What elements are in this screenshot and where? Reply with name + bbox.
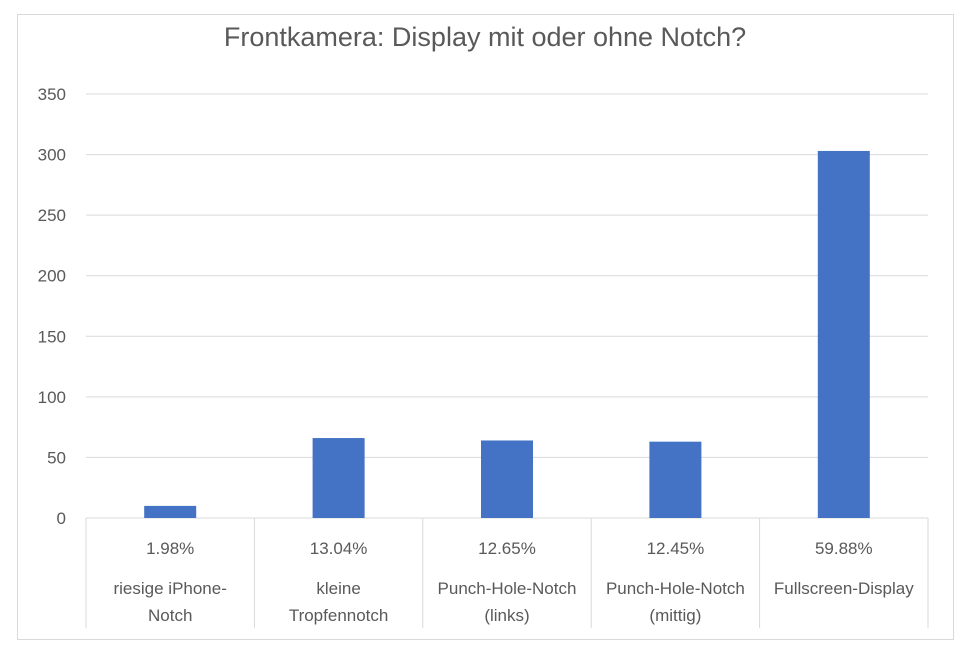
y-tick-label: 0 — [57, 509, 66, 528]
y-tick-label: 150 — [38, 327, 66, 346]
x-tick-label: Punch-Hole-Notch — [438, 579, 577, 598]
y-tick-label: 200 — [38, 267, 66, 286]
x-tick-label: (mittig) — [649, 606, 701, 625]
y-tick-label: 100 — [38, 388, 66, 407]
percent-label: 12.65% — [478, 539, 536, 558]
chart-title: Frontkamera: Display mit oder ohne Notch… — [223, 22, 747, 52]
percent-label: 59.88% — [815, 539, 873, 558]
percent-label: 12.45% — [647, 539, 705, 558]
x-tick-label: Tropfennotch — [289, 606, 389, 625]
x-tick-label: Notch — [148, 606, 192, 625]
bar — [817, 150, 870, 519]
percent-label: 1.98% — [146, 539, 194, 558]
y-tick-label: 250 — [38, 206, 66, 225]
y-tick-label: 300 — [38, 146, 66, 165]
chart-frame — [17, 14, 954, 640]
x-tick-label: Fullscreen-Display — [774, 579, 914, 598]
x-tick-label: riesige iPhone- — [113, 579, 226, 598]
bar — [481, 440, 533, 518]
x-tick-label: kleine — [316, 579, 360, 598]
y-tick-label: 50 — [47, 448, 66, 467]
y-tick-label: 350 — [38, 85, 66, 104]
bar — [649, 441, 702, 518]
x-tick-label: Punch-Hole-Notch — [606, 579, 745, 598]
percent-label: 13.04% — [310, 539, 368, 558]
bar — [312, 438, 365, 518]
x-tick-label: (links) — [484, 606, 529, 625]
bar — [144, 505, 197, 518]
